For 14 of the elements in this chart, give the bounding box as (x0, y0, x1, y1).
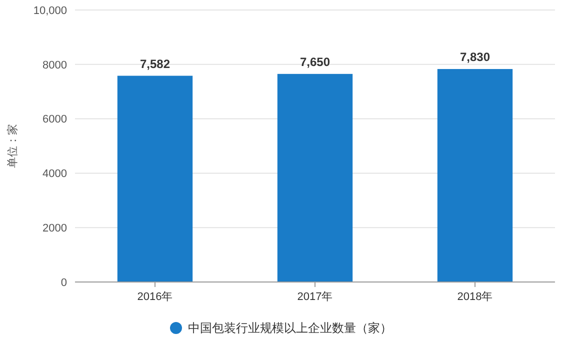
x-tick-label: 2017年 (297, 291, 333, 303)
y-tick-label: 2000 (42, 222, 67, 234)
y-axis-title: 单位：家 (6, 124, 19, 168)
legend-label: 中国包装行业规模以上企业数量（家） (188, 321, 392, 336)
y-tick-label: 0 (60, 276, 67, 289)
y-tick-label: 6000 (42, 114, 67, 126)
y-tick-label: 8000 (42, 59, 67, 72)
text: 7,830 (460, 50, 490, 64)
text: 7,650 (300, 54, 330, 69)
y-tick-label: 4000 (42, 168, 67, 180)
x-tick-label: 2016年 (137, 291, 173, 303)
y-tick-label: 10,000 (33, 4, 67, 17)
text: 7,582 (140, 56, 170, 71)
x-tick-label: 2018年 (457, 291, 493, 303)
